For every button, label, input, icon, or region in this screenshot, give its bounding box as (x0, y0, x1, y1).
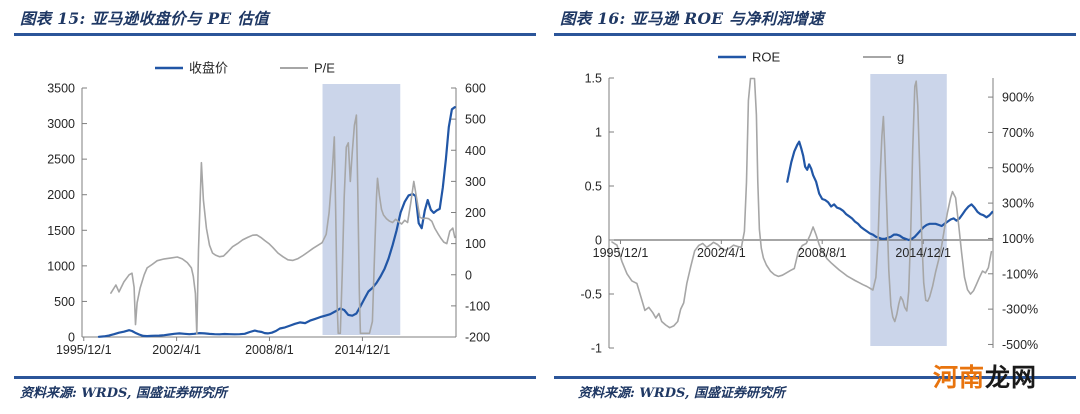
left-axis-tick-label: 1000 (47, 259, 75, 273)
left-axis-tick-label: 3500 (47, 82, 75, 96)
net-profit-growth-line (611, 77, 993, 329)
series-group (97, 106, 456, 338)
left-axis-tick-label: 0 (595, 234, 602, 248)
right-axis-tick-label: -500% (1002, 338, 1038, 352)
highlight-region (322, 84, 401, 335)
right-axis-tick-label: -200 (465, 331, 490, 345)
left-axis-tick-label: 500 (54, 295, 75, 309)
pe-ratio-line (110, 114, 456, 335)
watermark-prefix: 河南 (933, 363, 986, 392)
right-axis-tick-label: 100% (1002, 232, 1034, 246)
x-axis-tick-label: 2008/8/1 (245, 343, 294, 357)
x-axis-tick-label: 2002/4/1 (152, 343, 201, 357)
price-pe-chart: 3500300025002000150010005000600500400300… (47, 61, 490, 358)
x-axis-tick-label: 1995/12/1 (593, 246, 649, 260)
closing-price-line (97, 106, 456, 338)
roe-line (786, 140, 993, 242)
right-axis-tick-label: 700% (1002, 126, 1034, 140)
roe-growth-chart: 1.5 1 0.5 0 -0.5 -1 900% 700% 500% 300% 100% -100% -… (580, 50, 1038, 356)
right-axis-tick-label: 600 (465, 82, 486, 96)
source-divider (554, 376, 1076, 379)
chart-panel-roe-growth: 图表 16: 亚马逊 ROE 与净利润增速 1.5 1 0.5 0 -0.5 -1 900%… (540, 0, 1080, 414)
chart-title: 图表 15: 亚马逊收盘价与 PE 估值 (20, 9, 269, 28)
highlight-region (870, 74, 947, 346)
watermark: 河南龙网 (933, 358, 1037, 394)
left-axis-tick-label: -1 (591, 342, 602, 356)
right-axis-tick-label: 500 (465, 113, 486, 127)
right-axis-tick-label: 300 (465, 175, 486, 189)
left-axis-tick-label: -0.5 (580, 288, 602, 302)
x-axis-tick-label: 2014/12/1 (335, 343, 391, 357)
chart-panel-price-pe: 图表 15: 亚马逊收盘价与 PE 估值 3500 3000 2500 2000 150… (14, 9, 536, 401)
right-axis-tick-label: 500% (1002, 161, 1034, 175)
left-axis-tick-label: 3000 (47, 117, 75, 131)
left-axis-tick-label: 2500 (47, 153, 75, 167)
right-axis-tick-label: 300% (1002, 197, 1034, 211)
x-axis-tick-label: 2014/12/1 (895, 246, 951, 260)
right-axis-tick-label: 400 (465, 144, 486, 158)
net-profit-growth-legend-label: g (897, 50, 904, 65)
right-axis-tick-label: -100 (465, 299, 490, 313)
right-axis-tick-label: 900% (1002, 91, 1034, 105)
watermark-suffix: 龙网 (985, 363, 1038, 392)
right-axis-tick-label: -100% (1002, 267, 1038, 281)
title-divider (14, 33, 536, 36)
chart-title: 图表 16: 亚马逊 ROE 与净利润增速 (560, 9, 824, 28)
left-axis-tick-label: 0 (68, 331, 75, 345)
x-axis-tick-label: 1995/12/1 (56, 343, 112, 357)
source-note: 资料来源: WRDS, 国盛证券研究所 (578, 386, 785, 401)
source-divider (14, 376, 536, 379)
right-axis-tick-label: 0 (465, 268, 472, 282)
left-axis-tick-label: 1 (595, 126, 602, 140)
left-axis-tick-label: 0.5 (585, 180, 602, 194)
left-axis-tick-label: 2000 (47, 188, 75, 202)
pe-ratio-legend-label: P/E (314, 61, 335, 76)
right-axis-tick-label: 200 (465, 206, 486, 220)
x-axis-tick-label: 2008/8/1 (798, 246, 847, 260)
left-axis-tick-label: 1500 (47, 224, 75, 238)
series-group (611, 77, 993, 329)
source-note: 资料来源: WRDS, 国盛证券研究所 (20, 386, 227, 401)
right-axis-tick-label: -300% (1002, 303, 1038, 317)
closing-price-legend-label: 收盘价 (189, 61, 228, 76)
right-axis-tick-label: 100 (465, 237, 486, 251)
title-divider (554, 33, 1076, 36)
left-axis-tick-label: 1.5 (585, 72, 602, 86)
roe-legend-label: ROE (752, 50, 781, 65)
x-axis-tick-label: 2002/4/1 (697, 246, 746, 260)
